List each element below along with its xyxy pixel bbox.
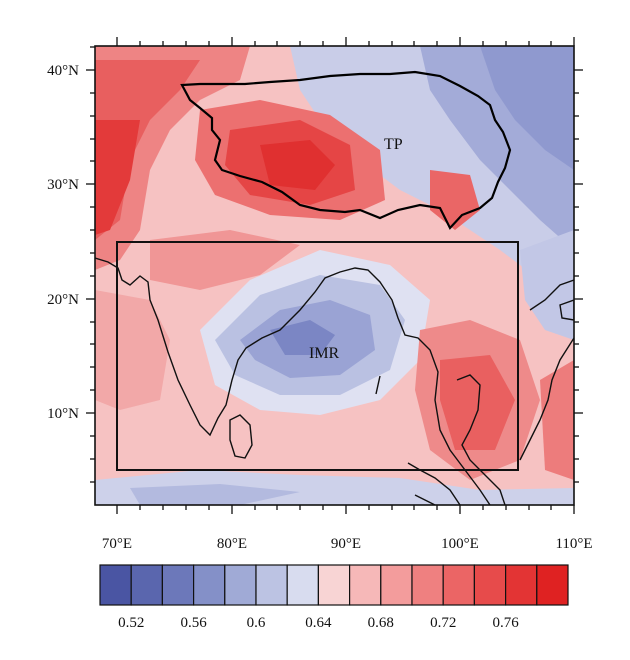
colorbar-swatch: [380, 564, 413, 606]
axis-ticks: [86, 37, 583, 514]
colorbar-label: 0.68: [368, 615, 394, 631]
colorbar-label: 0.56: [180, 615, 207, 631]
colorbar-swatch: [473, 564, 507, 606]
colorbar-swatch: [536, 564, 569, 606]
colorbar-swatch: [130, 564, 163, 606]
colorbar-swatch: [317, 564, 351, 606]
colorbar-swatch: [286, 564, 320, 606]
region-label-tp: TP: [384, 136, 403, 153]
lat-label-10: 10°N: [47, 406, 79, 422]
lat-label-30: 30°N: [47, 177, 79, 193]
lat-label-40: 40°N: [47, 63, 79, 79]
colorbar-swatch: [505, 564, 538, 606]
region-label-imr: IMR: [309, 345, 340, 362]
colorbar-swatch: [224, 564, 257, 606]
lat-label-20: 20°N: [47, 292, 79, 308]
colorbar-swatch: [411, 564, 444, 606]
colorbar-label: 0.52: [118, 615, 144, 631]
lon-label-70: 70°E: [102, 536, 132, 552]
colorbar-swatch: [442, 564, 476, 606]
colorbar-label: 0.64: [305, 615, 332, 631]
colorbar-swatch: [161, 564, 195, 606]
colorbar-swatch: [255, 564, 288, 606]
field-contours: [95, 46, 574, 505]
lon-label-100: 100°E: [441, 536, 479, 552]
colorbar-swatch: [99, 564, 132, 606]
tp-outline: [180, 70, 512, 230]
colorbar-label: 0.72: [430, 615, 456, 631]
coastlines: [95, 257, 574, 505]
colorbar-label: 0.6: [247, 615, 266, 631]
lon-label-90: 90°E: [331, 536, 361, 552]
colorbar-swatch: [349, 564, 382, 606]
lon-label-110: 110°E: [555, 536, 592, 552]
colorbar-label: 0.76: [492, 615, 519, 631]
colorbar: 0.52 0.56 0.6 0.64 0.68 0.72 0.76: [99, 564, 569, 631]
colorbar-swatch: [193, 564, 226, 606]
lon-label-80: 80°E: [217, 536, 247, 552]
analysis-box: [116, 241, 519, 471]
